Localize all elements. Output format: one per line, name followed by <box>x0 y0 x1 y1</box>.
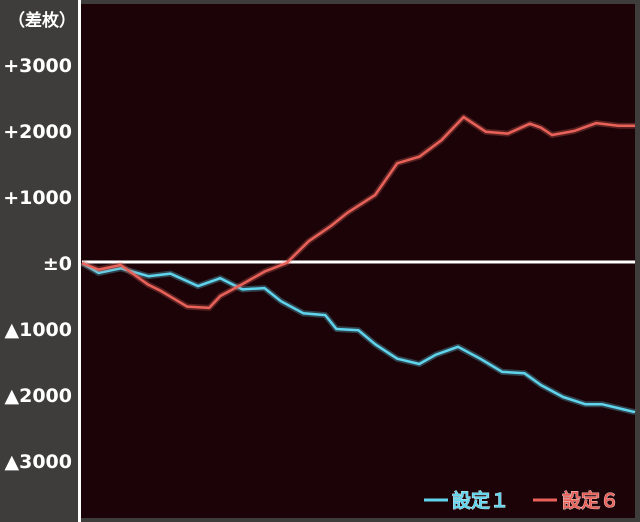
y-tick-label: ▲2000 <box>5 385 73 407</box>
y-tick-label: +2000 <box>3 121 72 143</box>
y-tick-label: +1000 <box>3 187 72 209</box>
y-tick-label: ▲1000 <box>5 319 73 341</box>
series-line-setting-1 <box>81 261 636 414</box>
y-tick-label: ▲3000 <box>5 451 73 473</box>
y-tick-label: ±0 <box>43 253 72 275</box>
legend-label: 設定１ <box>452 489 509 512</box>
y-tick-label: +3000 <box>3 55 72 77</box>
legend-label: 設定６ <box>562 489 619 512</box>
series-line-setting-6 <box>81 115 635 310</box>
y-axis-unit-label: （差枚） <box>8 10 76 31</box>
